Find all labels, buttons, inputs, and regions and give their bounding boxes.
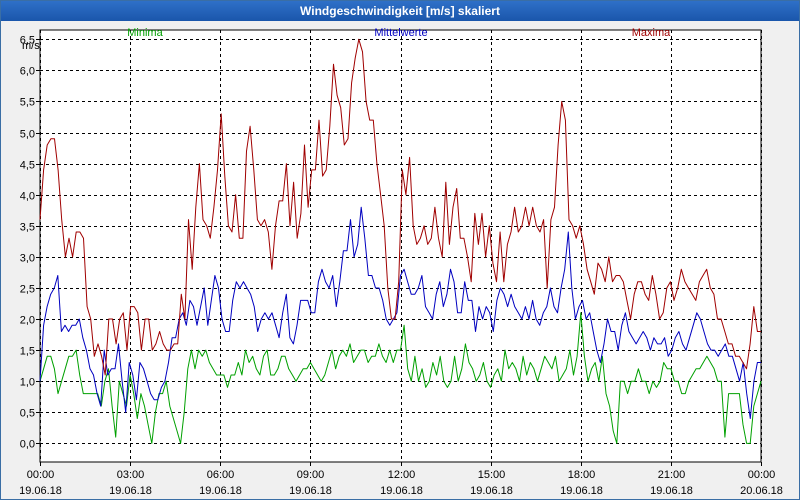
x-axis: 00:00 19.06.18 03:00 19.06.18 06:00 19.06.18 0… xyxy=(19,462,783,497)
x-tick-time-label: 00:00 xyxy=(748,469,776,481)
y-tick-label: 2,0 xyxy=(20,315,35,327)
x-tick-date-label: 19.06.18 xyxy=(199,485,242,497)
y-tick-label: 5,0 xyxy=(20,129,35,141)
legend-entry-mittelwerte: Mittelwerte xyxy=(374,27,427,39)
x-tick-date-label: 19.06.18 xyxy=(560,485,603,497)
plot-area xyxy=(39,29,762,463)
series-line-minima xyxy=(39,312,762,444)
y-tick-label: 2,5 xyxy=(20,284,35,296)
y-tick-label: 6,5 xyxy=(20,35,35,47)
legend-entry-maxima: Maxima xyxy=(632,27,671,39)
x-tick-date-label: 19.06.18 xyxy=(19,485,62,497)
y-axis: m/s 0,0 0,5 1,0 1,5 2,0 2,5 3,0 3,5 4,0 4,5 5,0 5,5… xyxy=(20,35,41,451)
y-tick-label: 5,5 xyxy=(20,97,35,109)
x-tick-date-label: 20.06.18 xyxy=(740,485,783,497)
series-line-mittelwerte xyxy=(39,206,761,419)
x-tick-date-label: 19.06.18 xyxy=(380,485,423,497)
x-tick-date-label: 19.06.18 xyxy=(109,485,152,497)
y-tick-label: 3,5 xyxy=(20,222,35,234)
legend: Minima Mittelwerte Maxima xyxy=(127,27,671,39)
y-tick-label: 1,5 xyxy=(20,346,35,358)
window-title: Windgeschwindigkeit [m/s] skaliert xyxy=(1,1,799,21)
legend-entry-minima: Minima xyxy=(127,27,163,39)
y-tick-label: 6,0 xyxy=(20,66,35,78)
series-group xyxy=(39,38,762,444)
x-tick-time-label: 03:00 xyxy=(117,469,145,481)
y-tick-label: 0,0 xyxy=(20,439,35,451)
y-axis-unit-label: m/s xyxy=(22,40,40,52)
x-tick-date-label: 19.06.18 xyxy=(289,485,332,497)
series-line-maxima xyxy=(39,38,761,376)
x-tick-time-label: 18:00 xyxy=(568,469,596,481)
x-tick-time-label: 21:00 xyxy=(658,469,686,481)
x-tick-time-label: 15:00 xyxy=(478,469,506,481)
y-tick-label: 1,0 xyxy=(20,377,35,389)
x-tick-time-label: 12:00 xyxy=(388,469,416,481)
x-tick-time-label: 06:00 xyxy=(207,469,235,481)
x-tick-date-label: 19.06.18 xyxy=(650,485,693,497)
x-tick-date-label: 19.06.18 xyxy=(470,485,513,497)
x-tick-time-label: 00:00 xyxy=(27,469,55,481)
y-tick-label: 3,0 xyxy=(20,253,35,265)
x-tick-time-label: 09:00 xyxy=(297,469,325,481)
y-tick-label: 4,5 xyxy=(20,160,35,172)
y-tick-label: 4,0 xyxy=(20,191,35,203)
y-tick-label: 0,5 xyxy=(20,408,35,420)
